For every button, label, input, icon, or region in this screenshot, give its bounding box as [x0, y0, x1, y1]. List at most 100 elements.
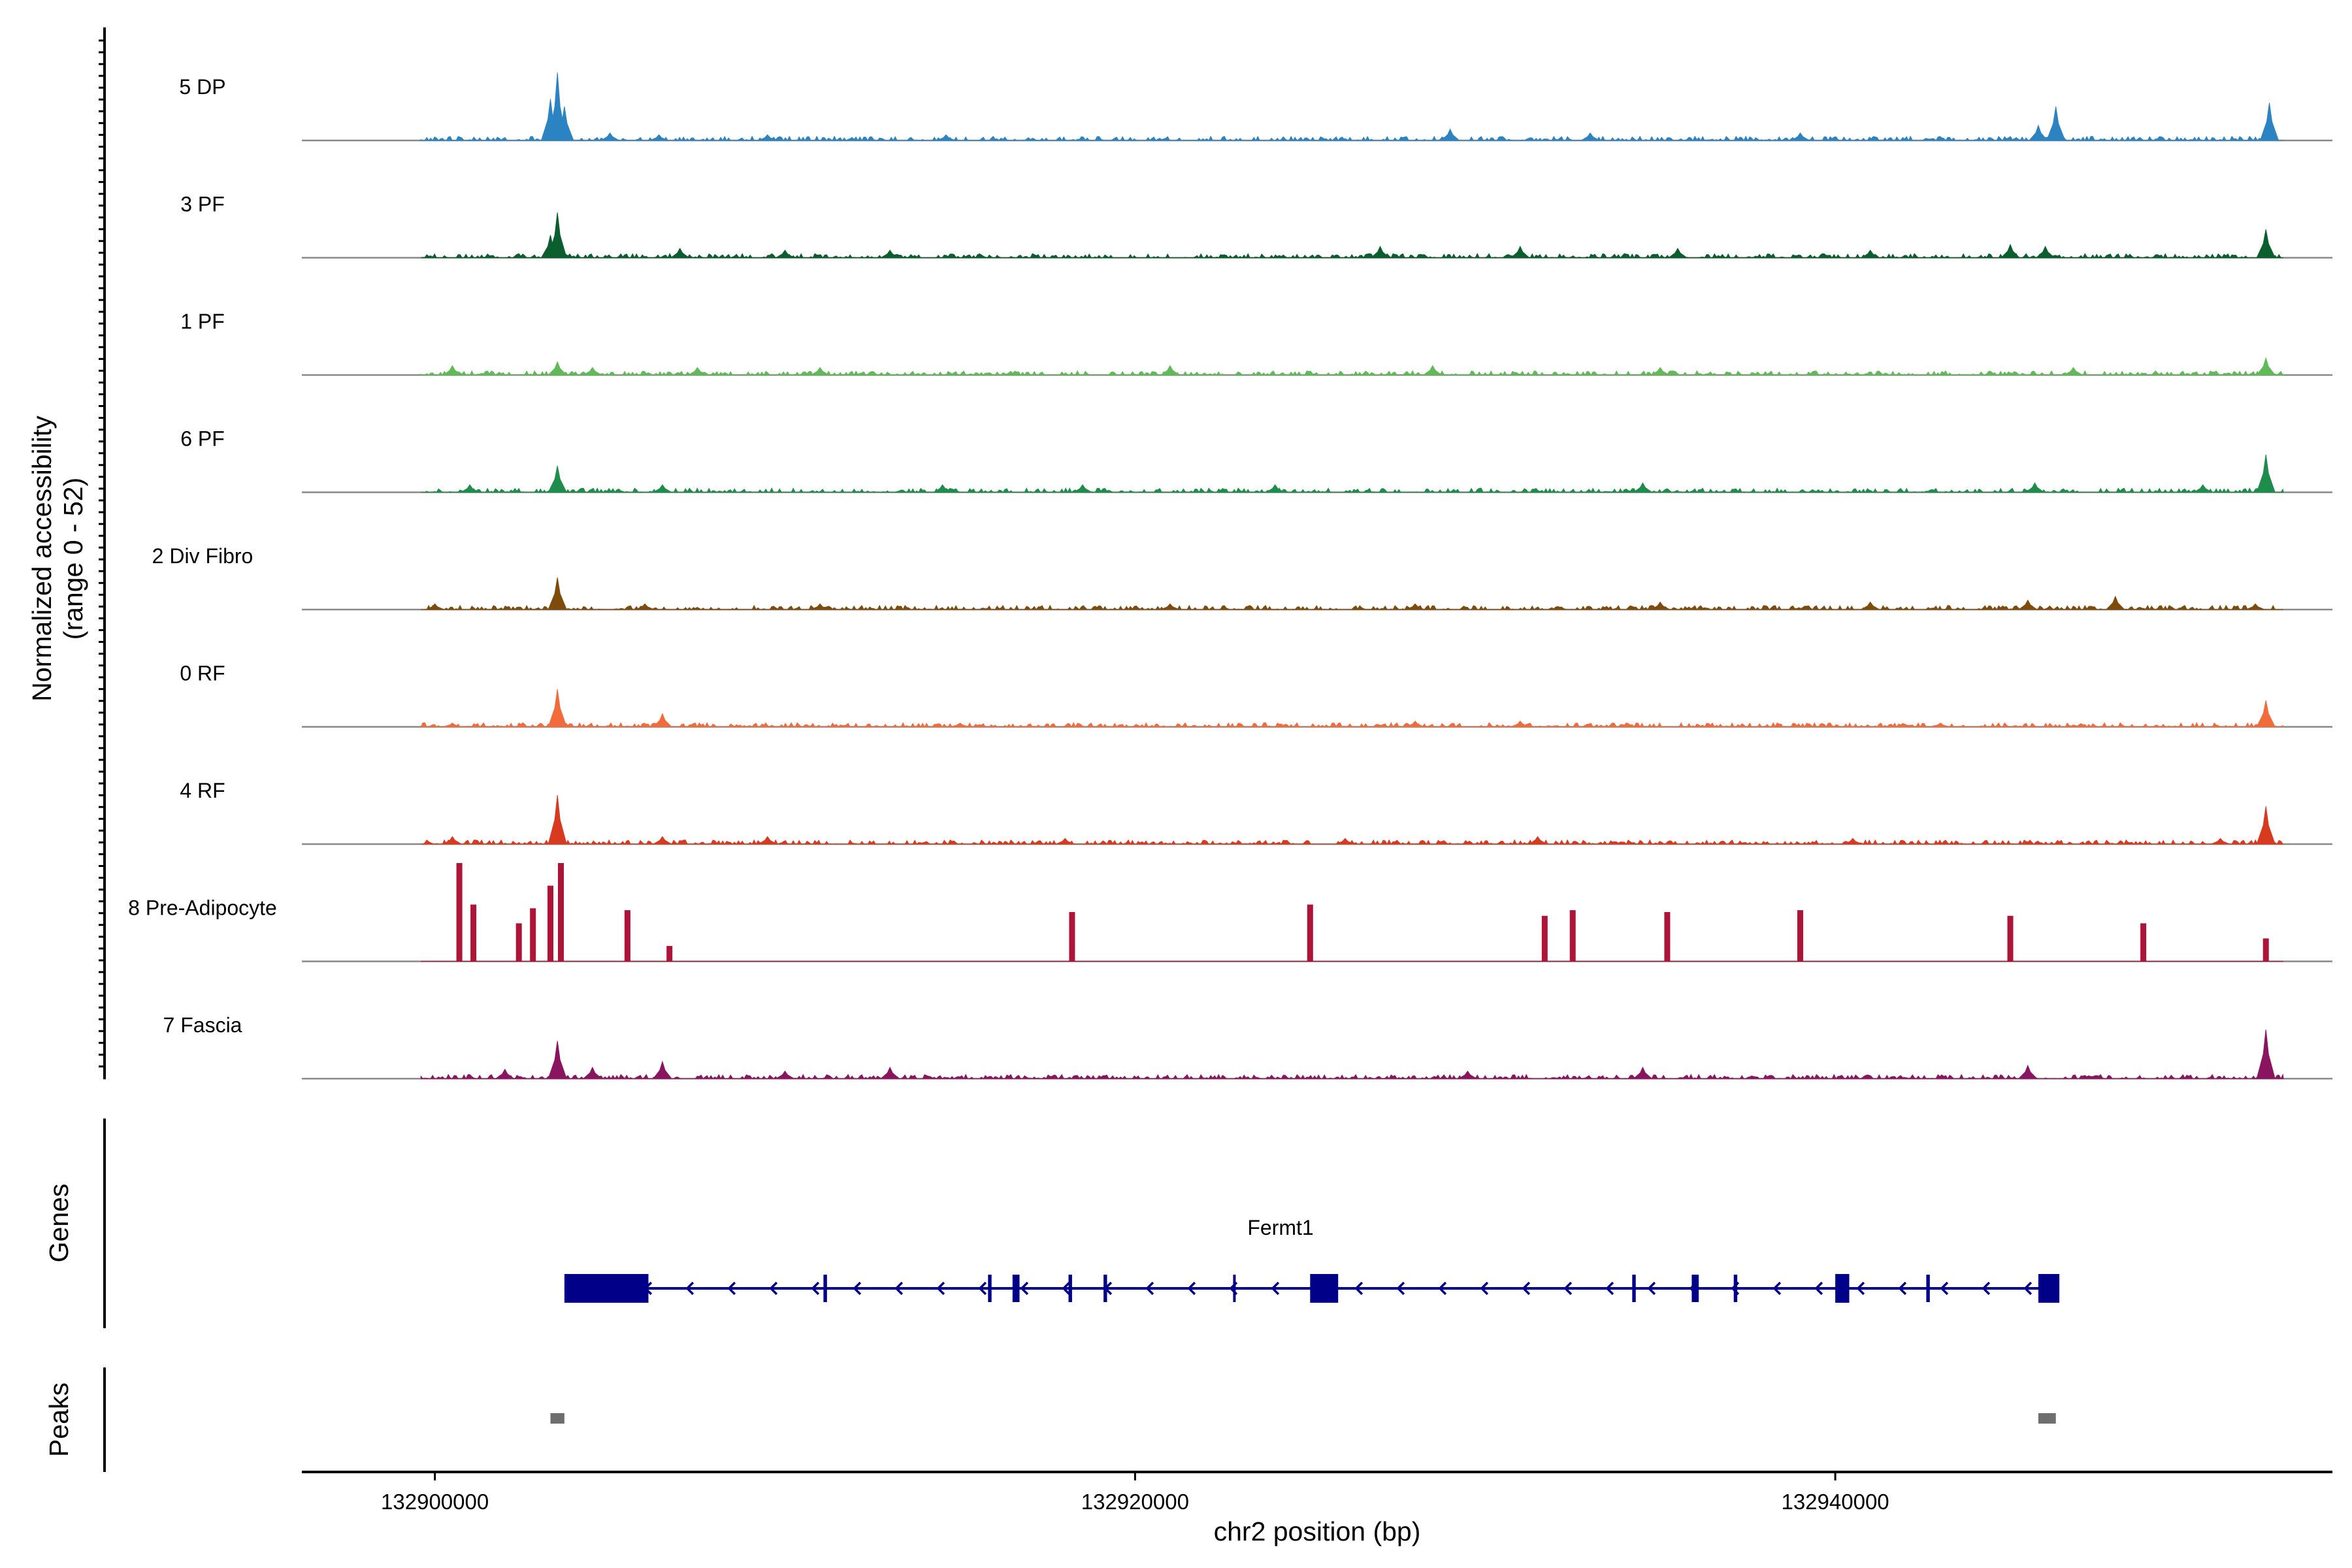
coverage-peak	[547, 794, 567, 845]
track-label: 4 RF	[180, 779, 225, 802]
coverage-peak	[2017, 599, 2038, 610]
coverage-peak	[1440, 128, 1460, 141]
coverage-peak	[530, 908, 536, 962]
coverage-y-axis	[99, 27, 106, 1079]
coverage-peak	[582, 1066, 603, 1079]
coverage-peak	[1510, 246, 1531, 258]
strand-arrow	[1605, 1281, 1614, 1296]
gene-exon	[1691, 1275, 1699, 1302]
coverage-peak	[1633, 1066, 1653, 1079]
coverage-peak	[1511, 721, 1529, 727]
strand-arrow	[1020, 1281, 1029, 1296]
coverage-peak	[774, 1070, 796, 1079]
coverage-peak	[1307, 904, 1313, 962]
coverage-peak	[547, 466, 568, 493]
coverage-peak	[2140, 923, 2147, 962]
track: 8 Pre-Adipocyte	[128, 863, 2332, 962]
coverage-noise	[420, 722, 2284, 728]
coverage-peak	[687, 367, 708, 376]
coverage-peak	[1797, 910, 1803, 962]
coverage-peak	[2256, 1029, 2276, 1079]
coverage-peak	[1405, 721, 1425, 727]
coverage-peak	[2046, 106, 2066, 141]
gene-exon	[1835, 1274, 1850, 1303]
coverage-peak	[1843, 838, 1863, 845]
strand-arrow	[978, 1281, 987, 1296]
coverage-peak	[1664, 912, 1671, 962]
track-label: 3 PF	[180, 193, 225, 216]
coverage-peak	[2256, 229, 2276, 258]
gene-exon	[1012, 1275, 1020, 1302]
coverage-noise	[421, 839, 2283, 845]
coverage-peak	[2259, 103, 2279, 141]
strand-arrow	[894, 1281, 904, 1296]
genes-panel: Genes Fermt1	[44, 1119, 2060, 1328]
coverage-peak	[879, 250, 901, 258]
track: 7 Fascia	[163, 1013, 2332, 1080]
strand-arrow	[1522, 1281, 1531, 1296]
coverage-peak	[2256, 454, 2276, 493]
coverage-peak	[2256, 806, 2276, 845]
coverage-peak	[1580, 132, 1601, 141]
coverage-peak	[2000, 243, 2021, 258]
gene-exon	[1632, 1275, 1636, 1302]
gene-exon	[1103, 1275, 1107, 1302]
coverage-peak	[2211, 838, 2230, 845]
coverage-peak	[1859, 250, 1881, 258]
coverage-peak	[936, 134, 956, 141]
coverage-peak	[2256, 357, 2276, 376]
track: 2 Div Fibro	[152, 544, 2332, 611]
x-axis: 132900000 132920000 132940000 chr2 positio…	[302, 1471, 2332, 1546]
y-axis-title-line1: Normalized accessibility	[27, 416, 57, 702]
strand-arrow	[853, 1281, 862, 1296]
coverage-peak	[2028, 124, 2048, 141]
coverage-peak	[456, 863, 463, 962]
x-axis-ticks: 132900000 132920000 132940000	[381, 1472, 1889, 1514]
coverage-peak	[547, 1041, 567, 1079]
coverage-peak	[624, 910, 630, 962]
strand-arrow	[936, 1281, 945, 1296]
track-label: 8 Pre-Adipocyte	[128, 896, 277, 920]
gene-exon	[1233, 1275, 1236, 1302]
track: 6 PF	[180, 427, 2332, 493]
strand-arrow	[1438, 1281, 1447, 1296]
coverage-peak	[1160, 603, 1180, 610]
coverage-peak	[1457, 1070, 1478, 1079]
strand-arrow	[1647, 1281, 1656, 1296]
gene-exon	[988, 1275, 992, 1302]
coverage-peak	[652, 1060, 672, 1079]
coverage-peak	[1160, 365, 1181, 376]
gene-exon	[823, 1275, 827, 1302]
coverage-peak	[2192, 484, 2213, 493]
track: 5 DP	[179, 73, 2332, 142]
strand-arrow	[727, 1281, 736, 1296]
coverage-peak	[459, 484, 481, 493]
x-axis-title: chr2 position (bp)	[1214, 1516, 1421, 1546]
coverage-noise	[421, 487, 2284, 493]
strand-arrow	[769, 1281, 778, 1296]
coverage-peak	[809, 367, 830, 376]
strand-arrow	[1271, 1281, 1280, 1296]
strand-arrow	[1396, 1281, 1405, 1296]
track-label: 6 PF	[180, 427, 225, 451]
coverage-peak	[1056, 838, 1075, 845]
coverage-peak	[1405, 603, 1425, 610]
coverage-peak	[1370, 246, 1390, 258]
peaks-panel-label: Peaks	[44, 1382, 74, 1457]
coverage-peak	[1422, 365, 1443, 376]
coverage-peak	[547, 689, 567, 727]
coverage-peak	[555, 106, 574, 141]
y-axis-title-line2: (range 0 - 52)	[58, 478, 88, 640]
coverage-peak	[515, 923, 522, 962]
coverage-peak	[1650, 601, 1671, 610]
coverage-peak	[540, 235, 561, 258]
coverage-peak	[1069, 912, 1075, 962]
coverage-peak	[1335, 838, 1355, 845]
coverage-peak	[1569, 910, 1576, 962]
gene-name-label: Fermt1	[1247, 1216, 1313, 1239]
strand-arrow	[685, 1281, 694, 1296]
coverage-peak	[1789, 132, 1811, 141]
coverage-noise	[421, 604, 2283, 611]
coverage-peak	[1859, 601, 1881, 610]
coverage-peak	[1632, 482, 1653, 493]
